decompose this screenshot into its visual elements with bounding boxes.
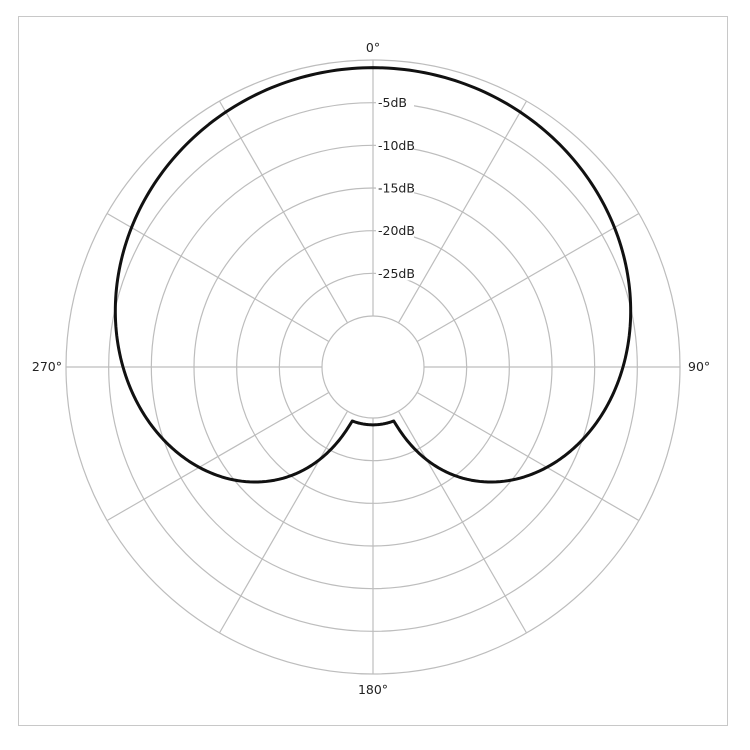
radial-label-layer: -5dB -10dB -15dB -20dB -25dB: [376, 95, 415, 281]
radial-label-2: -15dB: [378, 181, 415, 196]
grid-spoke-210: [218, 410, 349, 634]
polar-pattern-line: [113, 66, 633, 484]
grid-spoke-120: [416, 391, 640, 522]
radial-label-1: -10dB: [378, 138, 415, 153]
grid-spokes: [66, 60, 680, 674]
grid-spoke-330: [218, 100, 349, 324]
curve-layer: [113, 66, 633, 484]
grid-spoke-60: [416, 212, 640, 343]
grid-spoke-150: [397, 410, 528, 634]
radial-label-0: -5dB: [378, 95, 407, 110]
radial-label-3: -20dB: [378, 223, 415, 238]
grid-spoke-300: [106, 212, 330, 343]
chart-frame: [18, 16, 728, 726]
radial-label-bg-2: [376, 181, 414, 195]
angle-label-90: 90°: [688, 359, 710, 374]
radial-label-bg-1: [376, 138, 414, 153]
angle-label-0: 0°: [366, 40, 380, 55]
grid-ring-6: [321, 315, 425, 419]
grid-spoke-30: [397, 100, 528, 324]
grid-spoke-240: [106, 391, 330, 522]
angle-label-layer: 0° 90° 180° 270°: [32, 40, 710, 697]
radial-label-bg-4: [376, 266, 414, 281]
radial-label-4: -25dB: [378, 266, 415, 281]
radial-label-bg-3: [376, 223, 414, 238]
radial-label-bg-0: [376, 95, 414, 110]
angle-label-180: 180°: [358, 682, 388, 697]
angle-label-270: 270°: [32, 359, 62, 374]
